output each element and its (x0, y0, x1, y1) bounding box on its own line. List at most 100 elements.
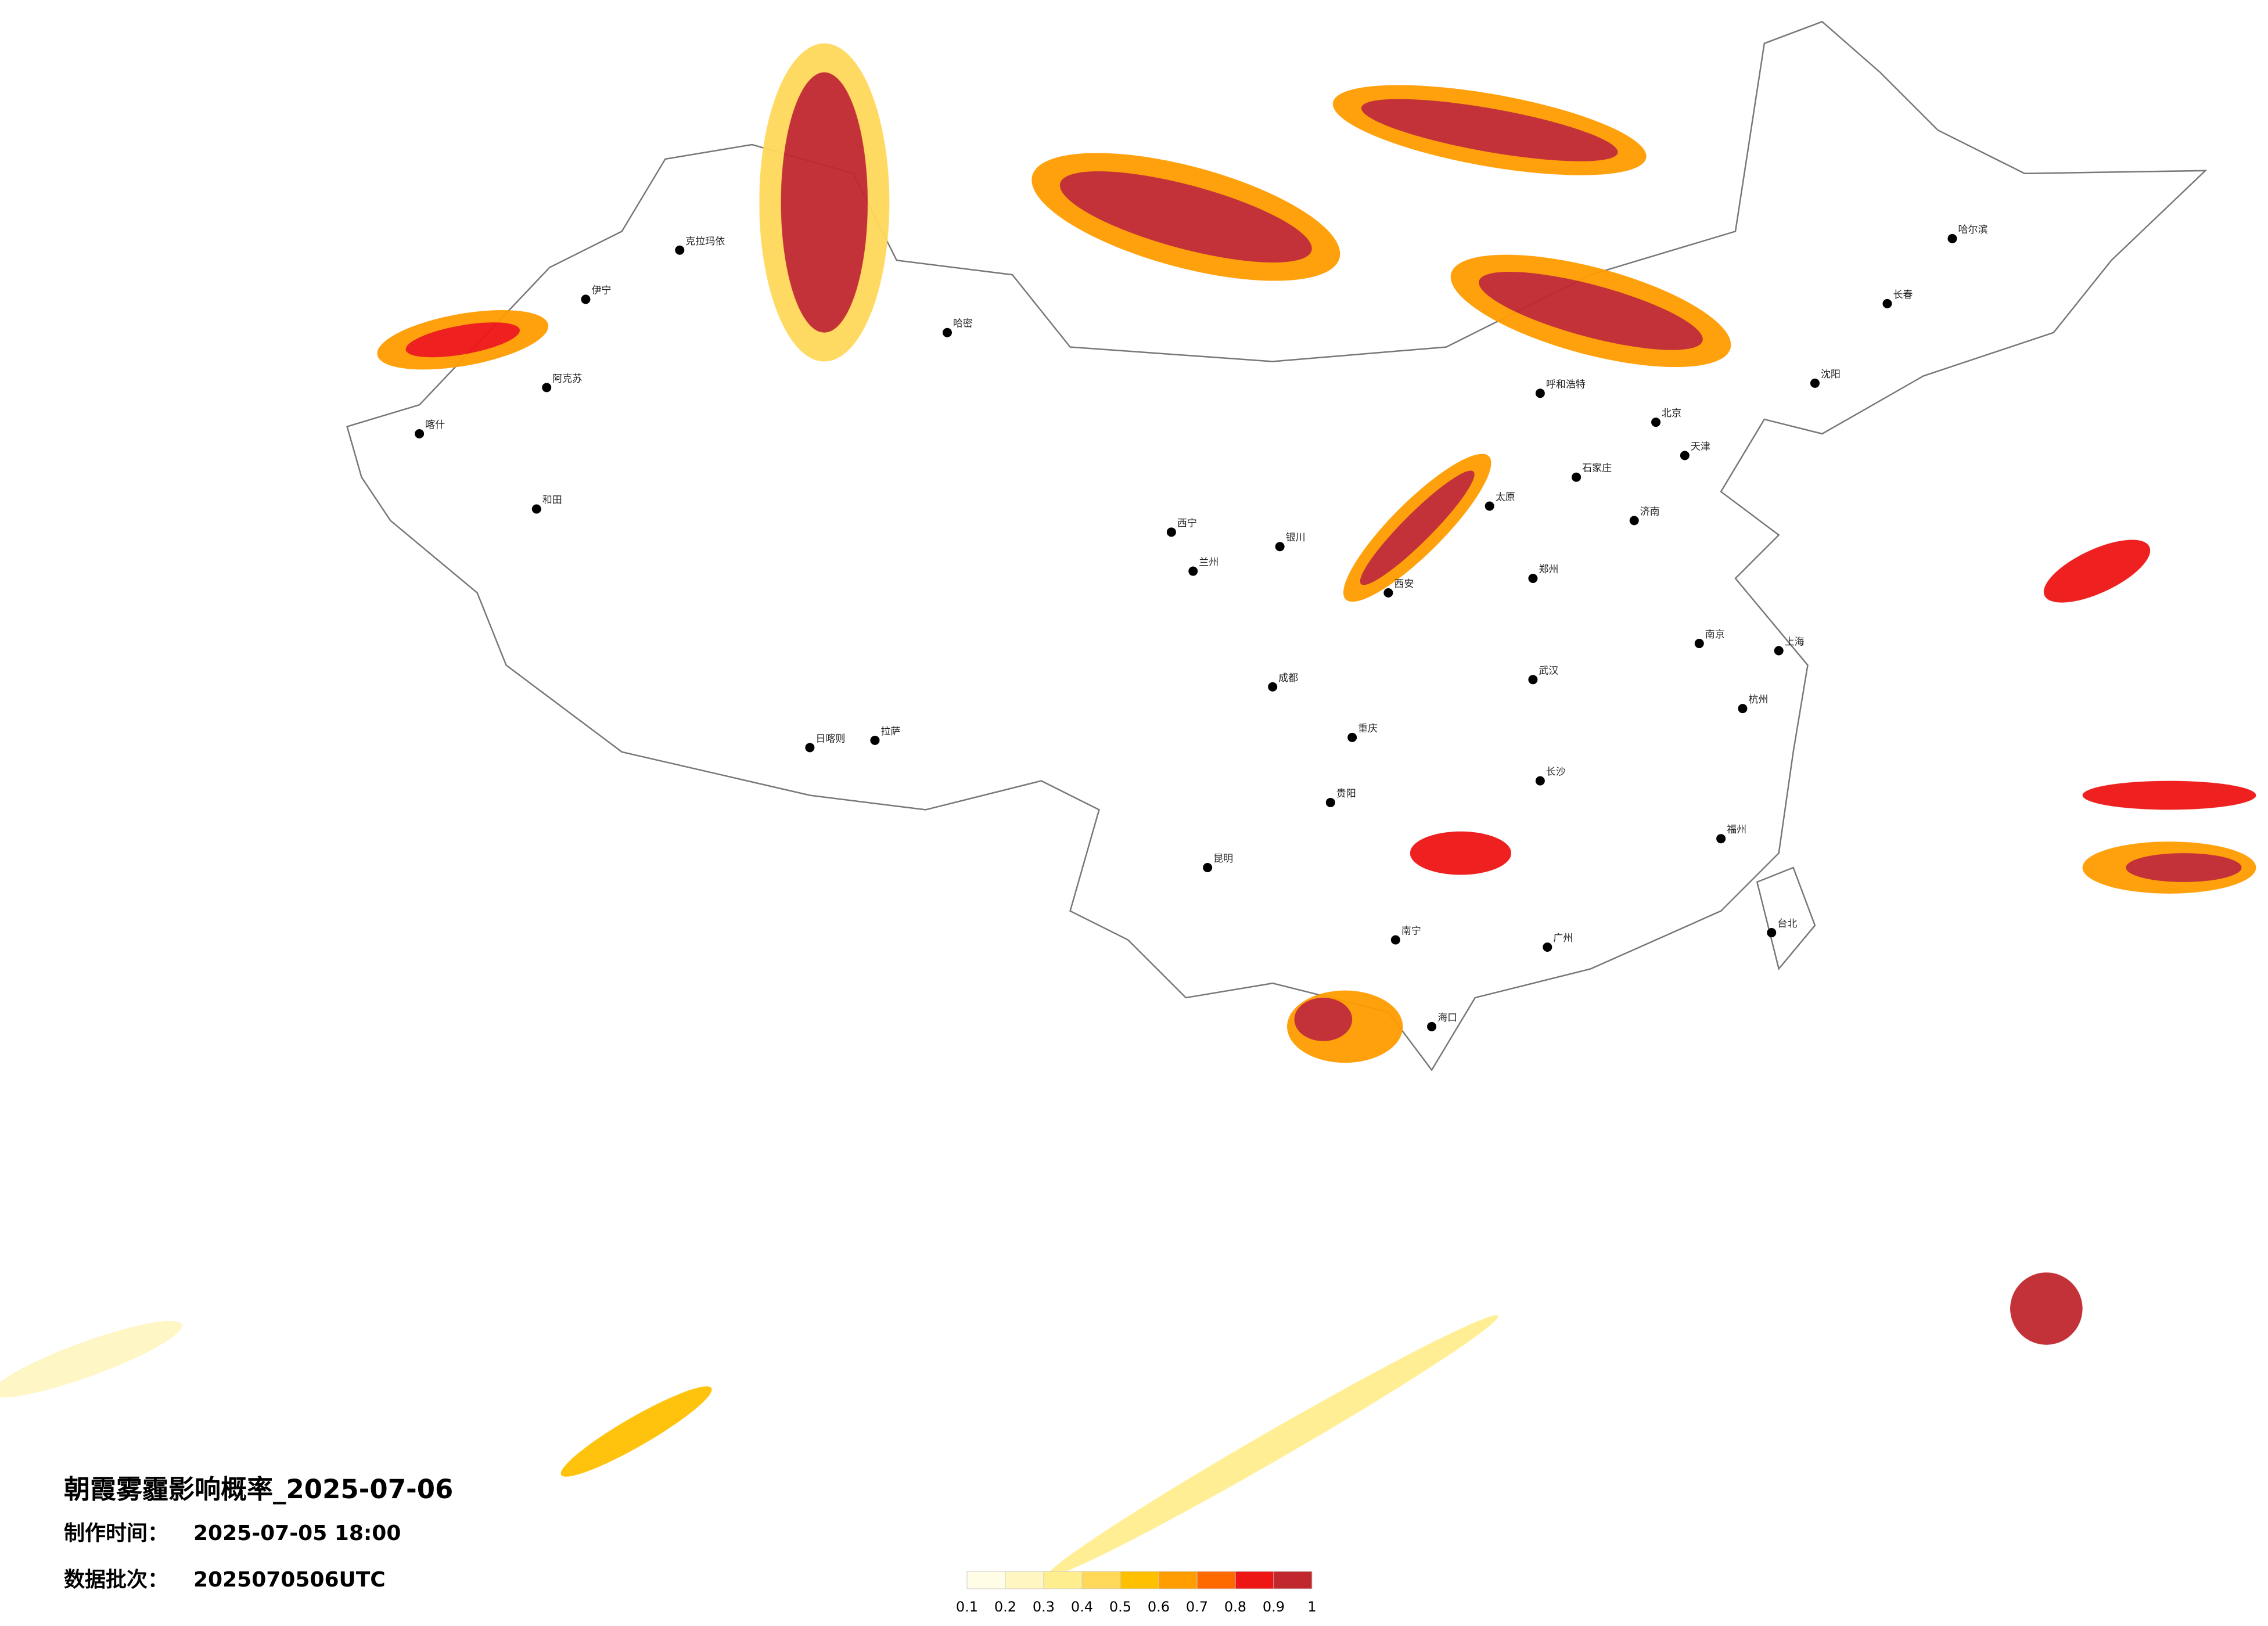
city-dot (581, 294, 591, 304)
city-dot (805, 743, 815, 753)
city-label: 天津 (1691, 441, 1710, 452)
city-dot (1347, 732, 1357, 742)
city-label: 和田 (542, 494, 562, 506)
city-label: 武汉 (1539, 665, 1558, 677)
city-label: 郑州 (1539, 564, 1558, 575)
city-label: 兰州 (1199, 557, 1219, 569)
city-label: 成都 (1278, 672, 1298, 684)
city-label: 阿克苏 (552, 373, 582, 384)
city-dot (1383, 588, 1393, 598)
city-label: 太原 (1496, 492, 1515, 503)
city-label: 长春 (1893, 289, 1913, 301)
city-label: 日喀则 (815, 733, 845, 744)
legend-tick-label: 0.7 (1186, 1599, 1208, 1615)
city-dot (1572, 472, 1582, 482)
legend-swatch (1120, 1571, 1159, 1589)
city-label: 上海 (1785, 636, 1805, 648)
city-dot (1543, 942, 1552, 952)
city-dot (1203, 863, 1213, 872)
title: 朝霞雾霾影响概率_2025-07-06 (64, 1474, 453, 1505)
city-label: 长沙 (1546, 767, 1566, 778)
city-dot (1810, 378, 1820, 388)
city-dot (1390, 935, 1400, 945)
legend-tick-label: 0.9 (1263, 1599, 1285, 1615)
city-dot (415, 429, 425, 438)
legend-tick-label: 0.2 (994, 1599, 1016, 1615)
legend-swatch (1273, 1571, 1313, 1589)
legend-tick-label: 0.4 (1071, 1599, 1093, 1615)
city-dot (1651, 418, 1661, 427)
city-label: 海口 (1437, 1012, 1457, 1024)
legend-tick-label: 0.3 (1033, 1599, 1055, 1615)
city-label: 石家庄 (1582, 463, 1612, 474)
city-dot (1528, 675, 1538, 685)
city-label: 哈密 (953, 318, 973, 330)
city-dot (1528, 574, 1538, 583)
legend-swatch (1043, 1571, 1083, 1589)
legend-swatch (1235, 1571, 1274, 1589)
legend-swatch (1158, 1571, 1198, 1589)
legend-swatch (966, 1571, 1006, 1589)
city-dot (675, 245, 685, 255)
city-dot (1268, 682, 1278, 692)
city-dot (1738, 704, 1748, 714)
city-label: 呼和浩特 (1546, 379, 1586, 390)
city-dot (1629, 516, 1639, 526)
city-label: 昆明 (1213, 853, 1233, 865)
city-dot (1485, 501, 1494, 511)
city-label: 西安 (1394, 578, 1414, 590)
city-label: 贵阳 (1336, 788, 1356, 800)
city-label: 福州 (1727, 824, 1746, 836)
haze-layer (0, 20, 2256, 1577)
made-label: 制作时间： (64, 1521, 168, 1545)
city-label: 喀什 (425, 419, 445, 431)
legend-tick-label: 0.8 (1224, 1599, 1246, 1615)
city-dot (1535, 388, 1545, 398)
city-dot (1767, 928, 1777, 938)
legend-tick-label: 1 (1307, 1599, 1316, 1615)
city-label: 杭州 (1748, 694, 1768, 706)
city-dot (1188, 566, 1198, 576)
city-label: 南京 (1705, 629, 1725, 641)
city-dot (1774, 646, 1784, 656)
legend: 0.1 0.2 0.3 0.4 0.5 0.6 0.7 0.8 0.9 1 (956, 1571, 1317, 1615)
city-dot (542, 383, 552, 393)
city-dot (1535, 776, 1545, 786)
city-label: 沈阳 (1821, 369, 1841, 380)
legend-swatch (1081, 1571, 1121, 1589)
legend-tick-label: 0.1 (956, 1599, 978, 1615)
country-outline (346, 20, 2208, 1071)
city-label: 银川 (1286, 532, 1306, 544)
city-dot (1694, 639, 1704, 649)
city-dot (1947, 233, 1957, 243)
legend-tick-label: 0.5 (1109, 1599, 1131, 1615)
city-label: 重庆 (1358, 723, 1378, 735)
city-label: 南宁 (1401, 926, 1421, 937)
city-label: 拉萨 (880, 726, 900, 738)
city-dot (1680, 451, 1690, 461)
city-dot (1166, 527, 1176, 537)
legend-tick-label: 0.6 (1148, 1599, 1170, 1615)
city-dot (870, 735, 880, 745)
batch-label: 数据批次： (64, 1568, 168, 1592)
city-label: 西宁 (1177, 517, 1197, 529)
island-outline (1756, 866, 1816, 970)
city-label: 济南 (1640, 506, 1660, 517)
legend-swatch (1005, 1571, 1044, 1589)
city-dot (1275, 542, 1285, 552)
city-dot (1325, 797, 1335, 807)
city-label: 克拉玛依 (685, 236, 725, 247)
legend-swatch (1196, 1571, 1236, 1589)
city-dot (531, 504, 541, 514)
city-dot (942, 328, 952, 337)
batch: 2025070506UTC (193, 1568, 386, 1592)
city-label: 广州 (1553, 933, 1573, 944)
city-label: 北京 (1662, 408, 1681, 419)
city-label: 台北 (1777, 918, 1797, 930)
made-time: 2025-07-05 18:00 (193, 1521, 401, 1545)
city-label: 哈尔滨 (1958, 224, 1988, 236)
city-dot (1427, 1021, 1437, 1031)
